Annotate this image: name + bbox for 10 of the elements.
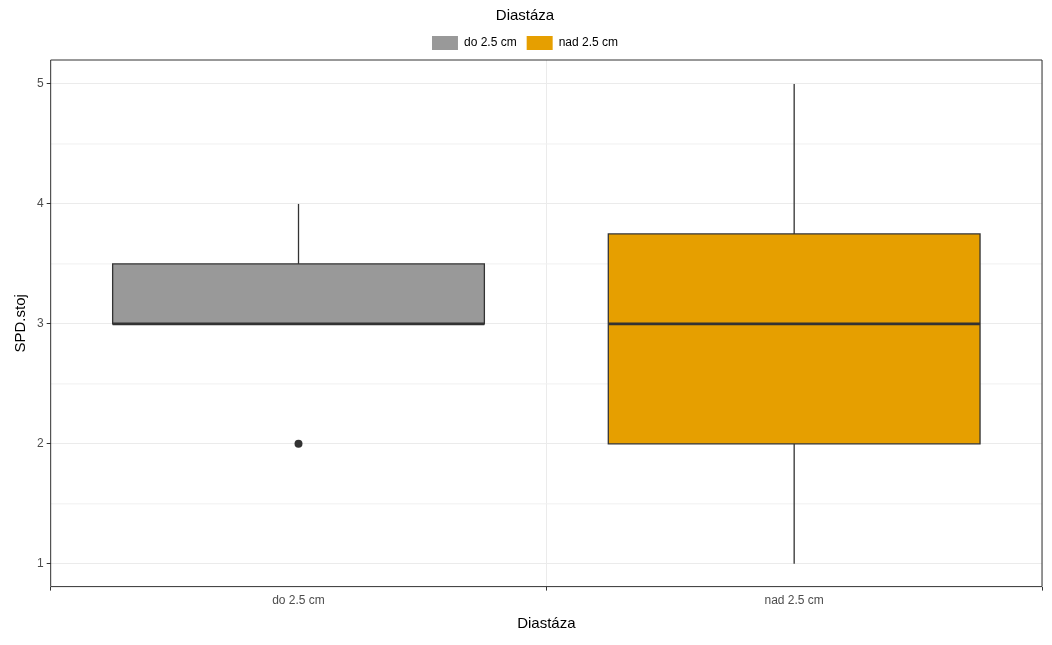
legend-label: do 2.5 cm <box>463 35 517 50</box>
y-tick-label: 3 <box>36 316 44 331</box>
y-tick-label: 5 <box>36 76 44 91</box>
y-tick-label: 4 <box>36 196 44 211</box>
legend-label: nad 2.5 cm <box>558 35 619 50</box>
x-axis-title: Diastáza <box>517 614 577 632</box>
legend-title: Diastáza <box>495 5 555 23</box>
y-tick-label: 1 <box>36 556 44 571</box>
y-tick-label: 2 <box>36 436 44 451</box>
y-axis-title: SPD.stoj <box>11 294 29 353</box>
